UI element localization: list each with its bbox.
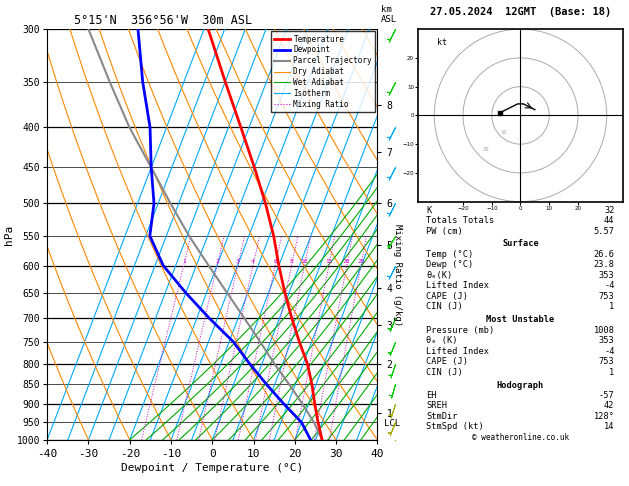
Text: CAPE (J): CAPE (J): [426, 357, 469, 366]
Text: EH: EH: [426, 391, 437, 400]
Text: θₑ (K): θₑ (K): [426, 336, 458, 345]
Text: 15: 15: [325, 259, 333, 264]
Text: 753: 753: [599, 357, 615, 366]
Text: 10: 10: [500, 130, 506, 135]
Legend: Temperature, Dewpoint, Parcel Trajectory, Dry Adiabat, Wet Adiabat, Isotherm, Mi: Temperature, Dewpoint, Parcel Trajectory…: [271, 32, 375, 112]
Text: -4: -4: [604, 281, 615, 290]
Text: 353: 353: [599, 336, 615, 345]
Text: Pressure (mb): Pressure (mb): [426, 326, 495, 335]
Text: Totals Totals: Totals Totals: [426, 216, 495, 225]
Text: 20: 20: [343, 259, 350, 264]
Text: Most Unstable: Most Unstable: [486, 315, 555, 324]
Text: Surface: Surface: [502, 240, 539, 248]
Text: Dewp (°C): Dewp (°C): [426, 260, 474, 269]
Text: Mixing Ratio (g/kg): Mixing Ratio (g/kg): [393, 225, 402, 327]
Text: 5.57: 5.57: [594, 226, 615, 236]
Text: 26.6: 26.6: [594, 250, 615, 259]
Text: 1: 1: [610, 367, 615, 377]
Text: 3: 3: [236, 259, 240, 264]
Text: SREH: SREH: [426, 401, 447, 411]
Text: Temp (°C): Temp (°C): [426, 250, 474, 259]
Text: CIN (J): CIN (J): [426, 367, 463, 377]
Text: PW (cm): PW (cm): [426, 226, 463, 236]
X-axis label: Dewpoint / Temperature (°C): Dewpoint / Temperature (°C): [121, 463, 303, 473]
Text: 25: 25: [357, 259, 365, 264]
Text: 23.8: 23.8: [594, 260, 615, 269]
Text: 1: 1: [610, 302, 615, 312]
Text: 1: 1: [182, 259, 186, 264]
Text: Lifted Index: Lifted Index: [426, 347, 489, 356]
Text: CAPE (J): CAPE (J): [426, 292, 469, 301]
Text: 27.05.2024  12GMT  (Base: 18): 27.05.2024 12GMT (Base: 18): [430, 7, 611, 17]
Text: 10: 10: [301, 259, 308, 264]
Text: -57: -57: [599, 391, 615, 400]
Text: 128°: 128°: [594, 412, 615, 421]
Text: 14: 14: [604, 422, 615, 432]
Text: kt: kt: [437, 38, 447, 47]
Y-axis label: hPa: hPa: [4, 225, 14, 244]
Text: 4: 4: [251, 259, 255, 264]
Text: Hodograph: Hodograph: [497, 381, 544, 389]
Text: 353: 353: [599, 271, 615, 280]
Text: K: K: [426, 206, 431, 214]
Text: 6: 6: [274, 259, 277, 264]
Text: θₑ(K): θₑ(K): [426, 271, 453, 280]
Text: 32: 32: [604, 206, 615, 214]
Text: km
ASL: km ASL: [381, 5, 397, 24]
Text: StmDir: StmDir: [426, 412, 458, 421]
Text: StmSpd (kt): StmSpd (kt): [426, 422, 484, 432]
Text: 8: 8: [290, 259, 293, 264]
Text: CIN (J): CIN (J): [426, 302, 463, 312]
Text: 753: 753: [599, 292, 615, 301]
Text: 2: 2: [215, 259, 219, 264]
Text: -4: -4: [604, 347, 615, 356]
Text: Lifted Index: Lifted Index: [426, 281, 489, 290]
Text: 44: 44: [604, 216, 615, 225]
Text: LCL: LCL: [384, 418, 401, 428]
Text: 42: 42: [604, 401, 615, 411]
Text: 5°15'N  356°56'W  30m ASL: 5°15'N 356°56'W 30m ASL: [74, 14, 252, 27]
Text: 1008: 1008: [594, 326, 615, 335]
Text: 20: 20: [482, 147, 489, 153]
Text: © weatheronline.co.uk: © weatheronline.co.uk: [472, 433, 569, 442]
